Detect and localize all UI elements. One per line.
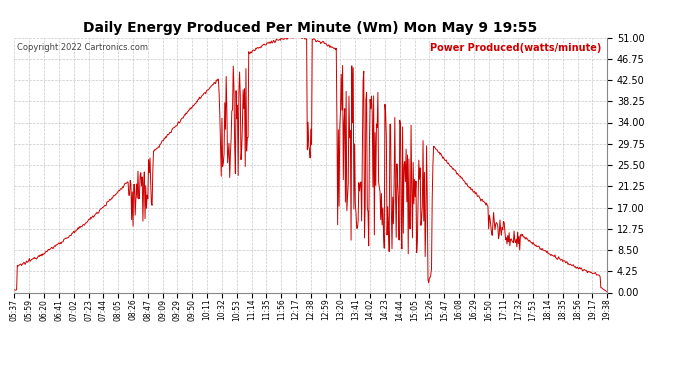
Title: Daily Energy Produced Per Minute (Wm) Mon May 9 19:55: Daily Energy Produced Per Minute (Wm) Mo… — [83, 21, 538, 35]
Text: Power Produced(watts/minute): Power Produced(watts/minute) — [430, 43, 601, 52]
Text: Copyright 2022 Cartronics.com: Copyright 2022 Cartronics.com — [17, 43, 148, 52]
